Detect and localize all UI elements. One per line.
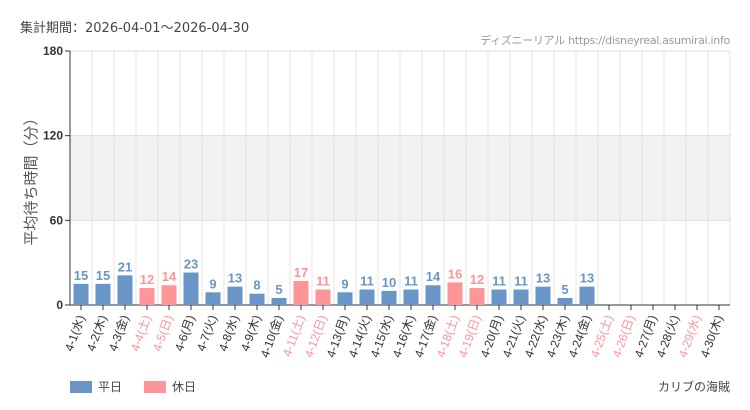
data-label: 21 xyxy=(118,259,132,274)
data-label: 13 xyxy=(228,271,242,286)
bar xyxy=(227,286,243,305)
bar xyxy=(249,293,265,305)
data-label: 14 xyxy=(162,269,177,284)
data-label: 5 xyxy=(275,282,282,297)
legend-swatch-holiday xyxy=(144,380,167,393)
bar xyxy=(95,283,111,305)
data-label: 11 xyxy=(404,273,418,288)
bar xyxy=(381,290,397,305)
bar xyxy=(315,289,331,305)
data-label: 9 xyxy=(341,276,348,291)
data-label: 15 xyxy=(96,268,110,283)
data-label: 11 xyxy=(492,273,506,288)
data-label: 11 xyxy=(514,273,528,288)
data-label: 11 xyxy=(316,273,330,288)
bar xyxy=(359,289,375,305)
data-label: 9 xyxy=(209,276,216,291)
period-label: 集計期間：2026-04-01～2026-04-30 xyxy=(20,21,250,36)
y-tick-label: 120 xyxy=(43,129,63,143)
bar xyxy=(183,272,199,305)
bar xyxy=(139,288,155,305)
data-label: 13 xyxy=(580,271,594,286)
bar xyxy=(73,283,89,305)
bar xyxy=(535,286,551,305)
attraction-name: カリブの海賊 xyxy=(657,380,730,394)
bar xyxy=(403,289,419,305)
y-axis-title: 平均待ち時間（分） xyxy=(23,110,40,245)
y-tick-label: 180 xyxy=(43,44,63,58)
legend-holiday: 休日 xyxy=(172,380,197,394)
data-label: 16 xyxy=(448,266,462,281)
data-label: 12 xyxy=(470,272,484,287)
legend: 平日 休日 xyxy=(70,378,196,395)
data-label: 5 xyxy=(561,282,568,297)
bar xyxy=(205,292,221,305)
bar xyxy=(425,285,441,305)
data-label: 15 xyxy=(74,268,88,283)
legend-weekday: 平日 xyxy=(98,380,123,394)
y-tick-label: 0 xyxy=(56,298,63,312)
data-label: 13 xyxy=(536,271,550,286)
bar xyxy=(337,292,353,305)
data-label: 14 xyxy=(426,269,441,284)
bar xyxy=(447,282,463,305)
bar xyxy=(161,285,177,305)
bar xyxy=(271,297,287,305)
data-label: 11 xyxy=(360,273,374,288)
y-tick-label: 60 xyxy=(50,213,64,227)
data-label: 10 xyxy=(382,275,396,290)
bar xyxy=(117,275,133,305)
site-credit: ディズニーリアル https://disneyreal.asumirai.inf… xyxy=(480,34,730,47)
bar xyxy=(557,297,573,305)
bar xyxy=(579,286,595,305)
bar xyxy=(293,281,309,305)
data-label: 12 xyxy=(140,272,154,287)
data-label: 17 xyxy=(294,265,308,280)
data-label: 23 xyxy=(184,257,198,272)
bar xyxy=(513,289,529,305)
data-label: 8 xyxy=(253,278,260,293)
legend-swatch-weekday xyxy=(70,380,92,393)
bar xyxy=(469,288,485,305)
bar xyxy=(491,289,507,305)
